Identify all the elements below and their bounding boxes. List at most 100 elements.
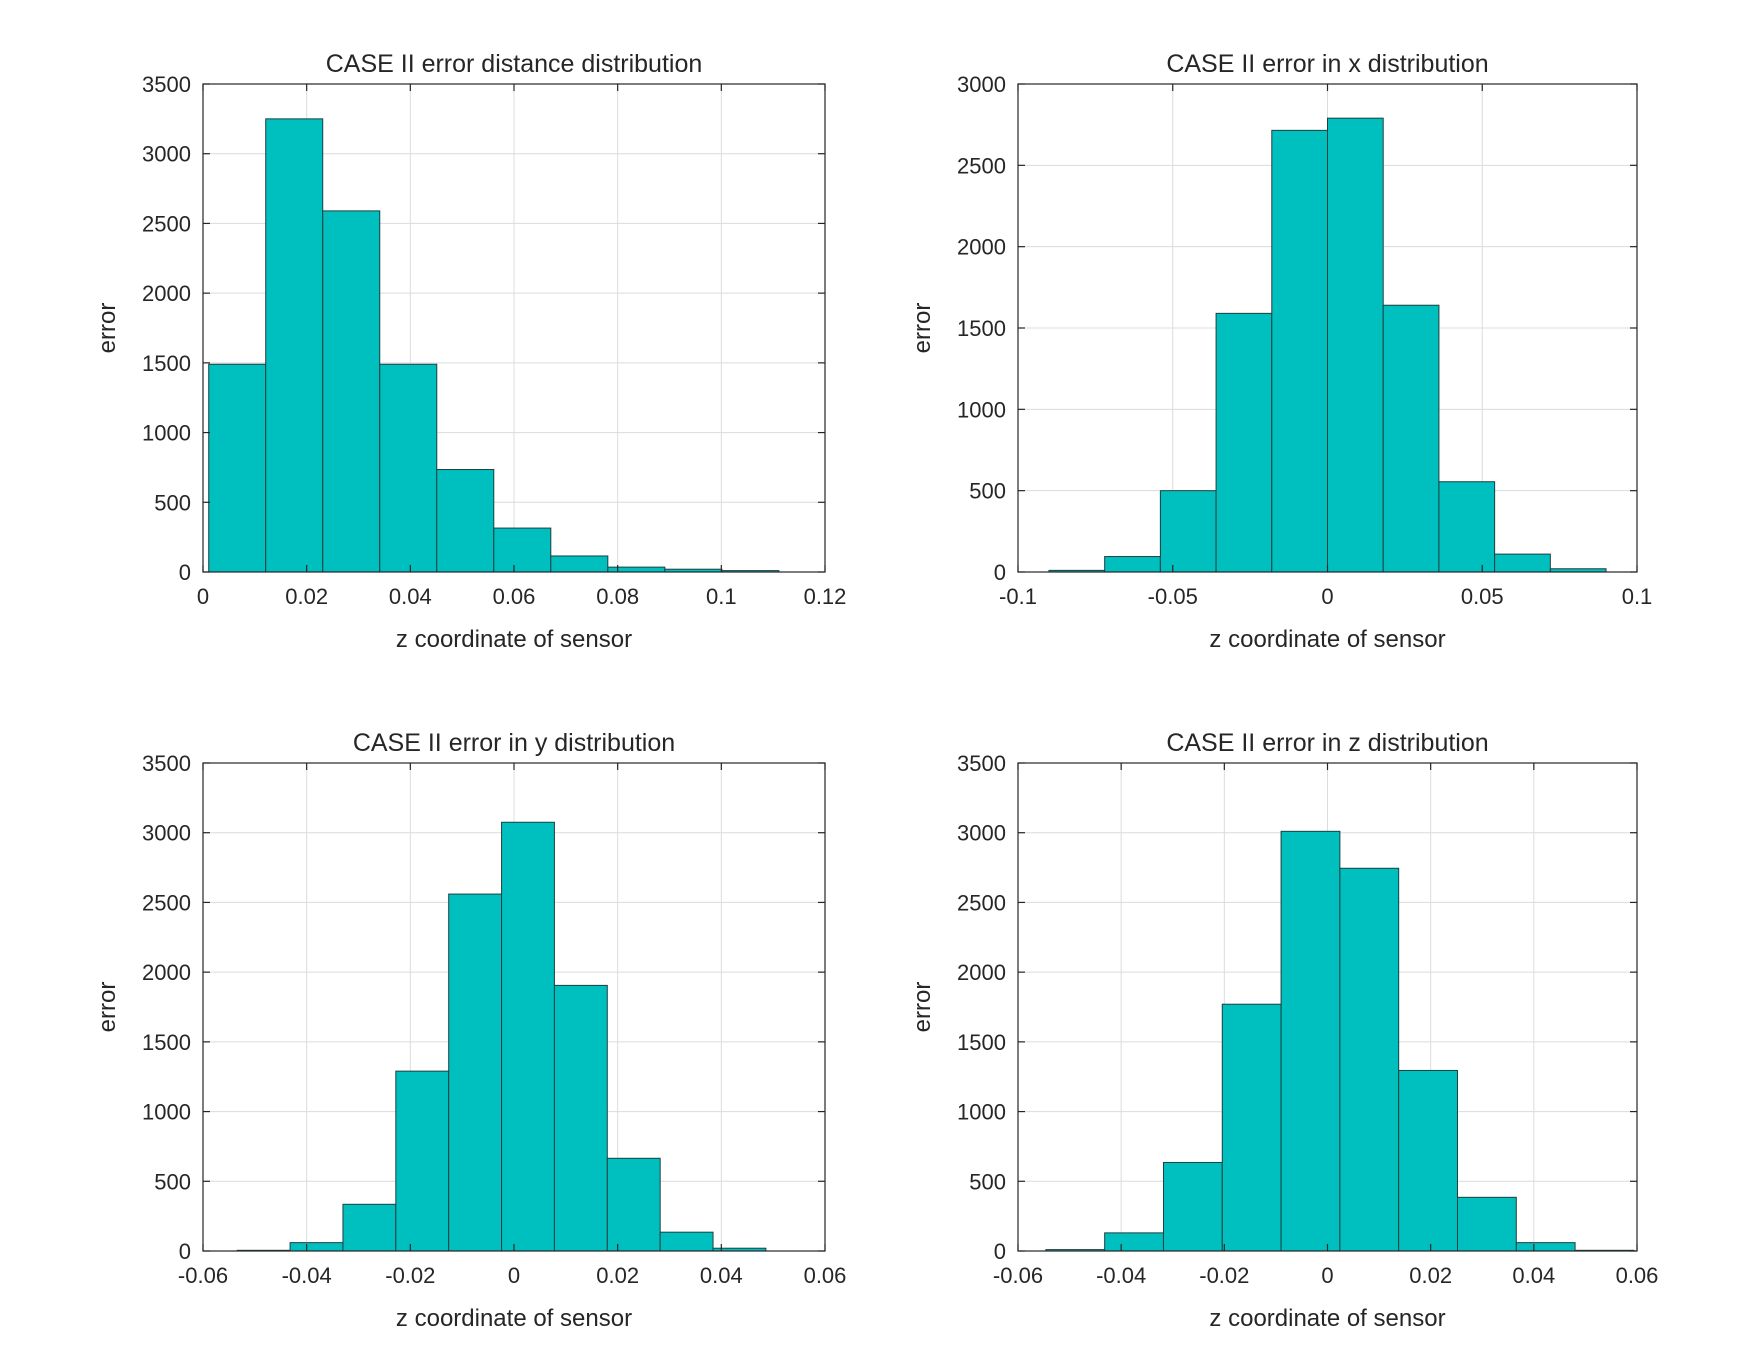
y-tick-label: 1000 [142, 421, 191, 446]
histogram-bar [607, 566, 666, 573]
y-axis-label: error [94, 303, 121, 354]
histogram-bar [493, 527, 552, 573]
y-tick-label: 500 [154, 490, 191, 515]
chart-title: CASE II error in y distribution [353, 729, 675, 757]
x-axis-label: z coordinate of sensor [396, 626, 632, 653]
histogram-bar [1339, 867, 1400, 1252]
x-tick-label: 0.02 [1409, 1263, 1452, 1288]
histogram-bar [208, 363, 267, 573]
y-tick-label: 3000 [142, 821, 191, 846]
y-tick-label: 500 [969, 1169, 1006, 1194]
y-tick-label: 500 [154, 1169, 191, 1194]
x-tick-label: 0 [1321, 1263, 1333, 1288]
x-tick-label: 0.05 [1461, 584, 1504, 609]
histogram-bar [553, 984, 608, 1252]
y-tick-label: 3000 [142, 142, 191, 167]
y-tick-label: 1500 [957, 316, 1006, 341]
x-tick-label: -0.02 [1199, 1263, 1249, 1288]
x-tick-label: -0.1 [999, 584, 1037, 609]
x-tick-label: -0.06 [993, 1263, 1043, 1288]
x-axis-label: z coordinate of sensor [396, 1305, 632, 1332]
x-tick-label: 0.06 [493, 584, 536, 609]
chart-title: CASE II error in x distribution [1166, 50, 1488, 78]
x-tick-label: 0.04 [700, 1263, 743, 1288]
histogram-bar [501, 821, 555, 1252]
histogram-bar [1398, 1069, 1458, 1252]
x-tick-label: 0.06 [1616, 1263, 1659, 1288]
histogram-bar [1280, 830, 1341, 1252]
chart-panel-distance: 0 0.02 0.04 0.06 0.08 0.1 0.12 0 500 1000 1500 2000… [94, 50, 846, 653]
chart-panel-error-z: -0.06 -0.04 -0.02 0 0.02 0.04 0.06 0 500 1000 1500… [909, 729, 1658, 1332]
y-tick-label: 2500 [957, 153, 1006, 178]
chart-title: CASE II error in z distribution [1166, 729, 1488, 757]
histogram-bar [379, 363, 438, 573]
x-tick-label: -0.02 [385, 1263, 435, 1288]
y-tick-label: 1500 [142, 1030, 191, 1055]
x-tick-label: 0 [1321, 584, 1333, 609]
histogram-bar [1159, 490, 1217, 573]
y-tick-label: 500 [969, 479, 1006, 504]
y-tick-label: 3000 [957, 821, 1006, 846]
y-tick-label: 1000 [957, 1100, 1006, 1125]
x-tick-label: 0 [508, 1263, 520, 1288]
chart-panel-error-y: -0.06 -0.04 -0.02 0 0.02 0.04 0.06 0 500 1000 1500… [94, 729, 846, 1332]
histogram-bar [342, 1203, 397, 1252]
histogram-bar [1382, 304, 1440, 573]
histogram-bar [1515, 1242, 1576, 1252]
histogram-bar [1327, 117, 1384, 573]
chart-title: CASE II error distance distribution [326, 50, 703, 78]
y-tick-label: 0 [179, 560, 191, 585]
chart-panel-error-x: -0.1 -0.05 0 0.05 0.1 0 500 1000 1500 2000 2500 300… [909, 50, 1652, 653]
y-tick-label: 2500 [142, 211, 191, 236]
x-tick-label: -0.04 [282, 1263, 332, 1288]
histogram-bar [1456, 1196, 1517, 1252]
histogram-bar [1104, 556, 1161, 573]
y-tick-label: 2000 [957, 235, 1006, 260]
histogram-bar [436, 469, 495, 573]
histogram-bar [1162, 1161, 1223, 1252]
histogram-bar [550, 555, 609, 573]
y-tick-label: 0 [179, 1239, 191, 1264]
y-tick-label: 0 [994, 560, 1006, 585]
x-tick-label: -0.05 [1148, 584, 1198, 609]
y-tick-label: 3500 [142, 751, 191, 776]
x-tick-label: 0.12 [804, 584, 847, 609]
histogram-bar [606, 1157, 661, 1252]
histogram-bar [1494, 553, 1551, 573]
histogram-bar [265, 118, 324, 573]
y-tick-label: 1500 [142, 351, 191, 376]
y-tick-label: 2000 [957, 960, 1006, 985]
x-tick-label: 0.1 [1622, 584, 1653, 609]
x-tick-label: -0.04 [1096, 1263, 1146, 1288]
y-axis-label: error [94, 982, 121, 1033]
x-tick-label: 0.02 [285, 584, 328, 609]
y-tick-label: 3500 [957, 751, 1006, 776]
y-axis-label: error [909, 303, 936, 354]
x-tick-label: 0 [197, 584, 209, 609]
y-tick-label: 1000 [142, 1100, 191, 1125]
x-tick-label: 0.04 [1512, 1263, 1555, 1288]
x-tick-label: 0.08 [596, 584, 639, 609]
histogram-bar [448, 893, 503, 1252]
x-tick-label: 0.02 [596, 1263, 639, 1288]
histogram-bar [1438, 481, 1496, 573]
histogram-bar [1221, 1003, 1282, 1252]
x-tick-label: 0.06 [804, 1263, 847, 1288]
histogram-bar [659, 1231, 714, 1252]
y-tick-label: 1500 [957, 1030, 1006, 1055]
histogram-bar [1215, 312, 1273, 573]
histogram-bar [395, 1070, 450, 1252]
x-tick-label: -0.06 [178, 1263, 228, 1288]
y-tick-label: 2000 [142, 281, 191, 306]
histogram-bar [322, 210, 381, 573]
y-tick-label: 3500 [142, 72, 191, 97]
x-tick-label: 0.04 [389, 584, 432, 609]
y-tick-label: 2500 [142, 890, 191, 915]
histogram-bar [289, 1242, 344, 1252]
y-tick-label: 3000 [957, 72, 1006, 97]
y-tick-label: 1000 [957, 397, 1006, 422]
y-tick-label: 2500 [957, 890, 1006, 915]
histogram-bar [1104, 1232, 1164, 1252]
y-axis-label: error [909, 982, 936, 1033]
